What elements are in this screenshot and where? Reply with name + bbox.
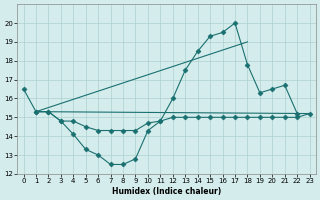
X-axis label: Humidex (Indice chaleur): Humidex (Indice chaleur) [112, 187, 221, 196]
